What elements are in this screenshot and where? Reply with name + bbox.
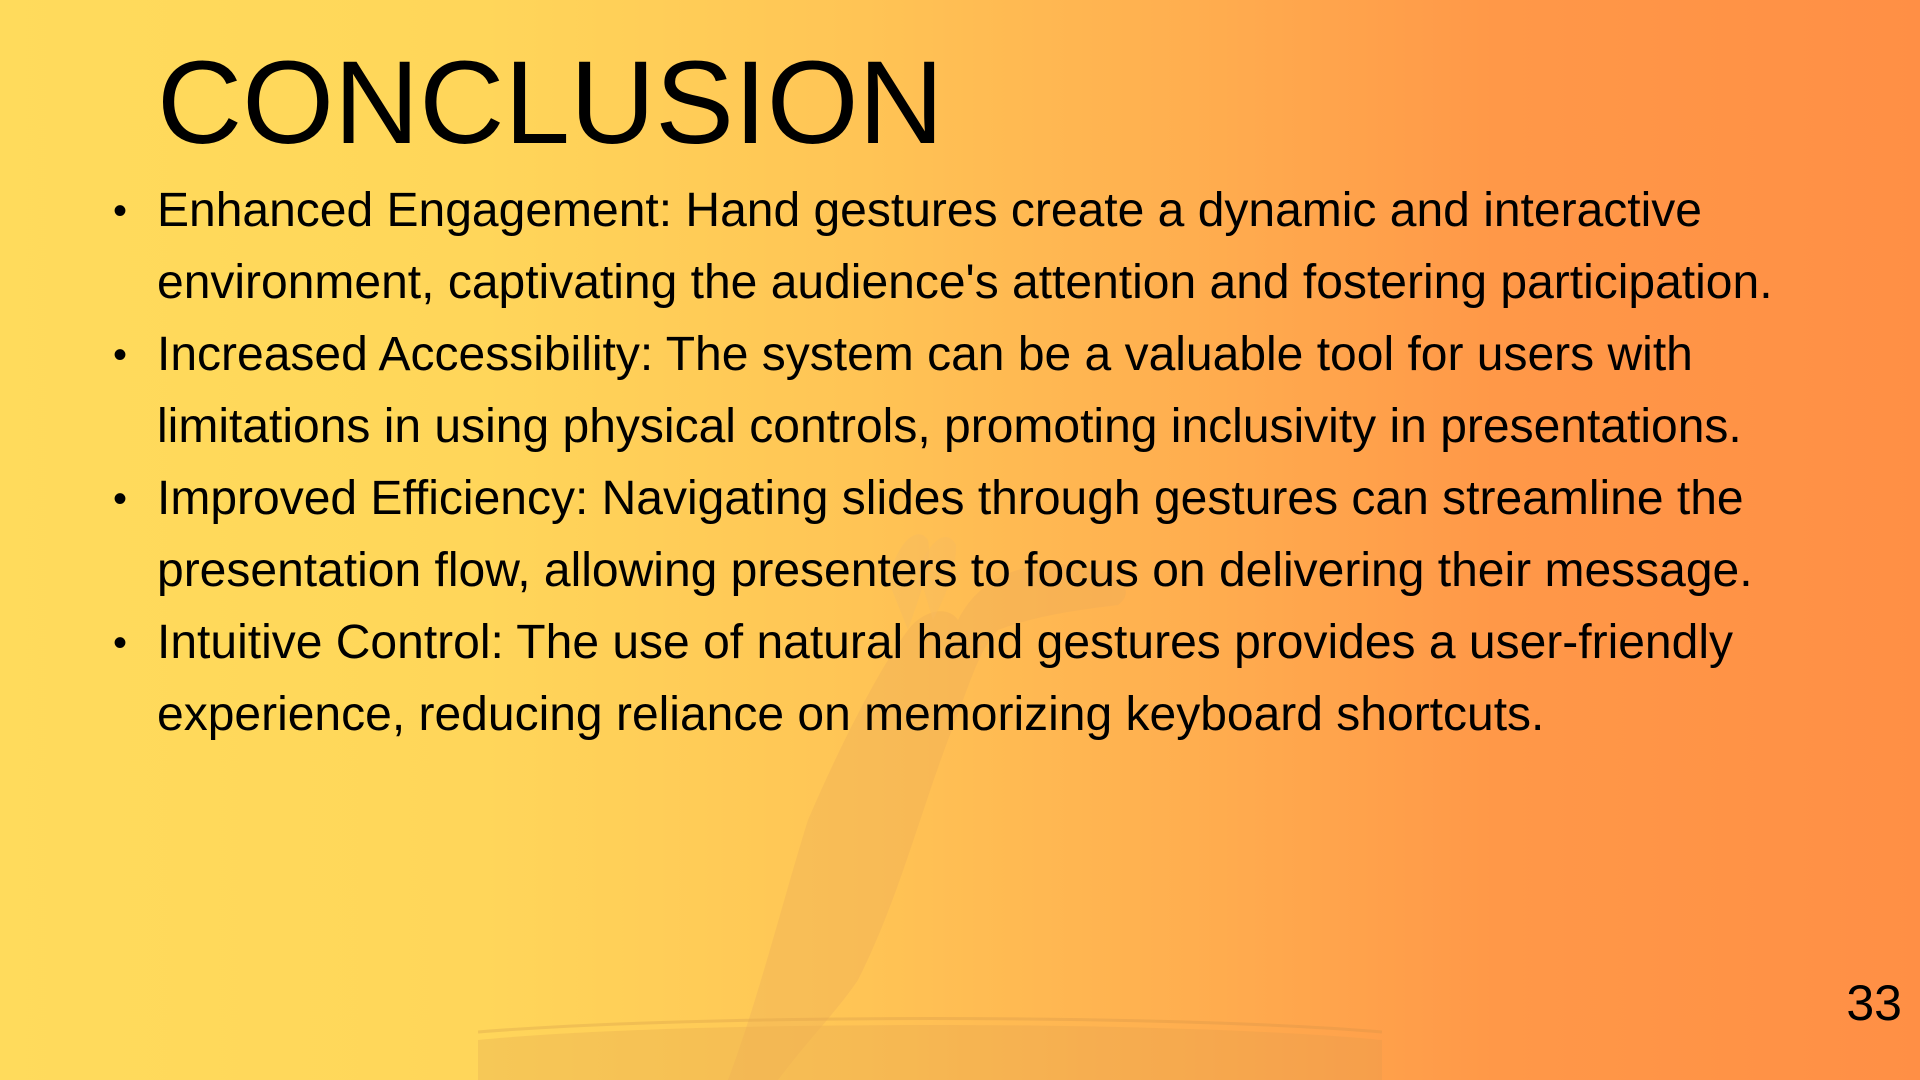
- bullet-dot-icon: •: [113, 333, 128, 377]
- bullet-text: Intuitive Control: The use of natural ha…: [157, 616, 1733, 741]
- bullet-text: Enhanced Engagement: Hand gestures creat…: [157, 184, 1773, 309]
- bullet-list: • Enhanced Engagement: Hand gestures cre…: [105, 175, 1825, 751]
- bullet-item: • Improved Efficiency: Navigating slides…: [105, 463, 1825, 607]
- bullet-dot-icon: •: [113, 477, 128, 521]
- bullet-text: Increased Accessibility: The system can …: [157, 328, 1742, 453]
- bullet-item: • Intuitive Control: The use of natural …: [105, 607, 1825, 751]
- bullet-item: • Enhanced Engagement: Hand gestures cre…: [105, 175, 1825, 319]
- bullet-text: Improved Efficiency: Navigating slides t…: [157, 472, 1753, 597]
- slide-title: CONCLUSION: [157, 37, 944, 169]
- page-number: 33: [1846, 975, 1902, 1031]
- bullet-dot-icon: •: [113, 189, 128, 233]
- bullet-item: • Increased Accessibility: The system ca…: [105, 319, 1825, 463]
- bullet-dot-icon: •: [113, 621, 128, 665]
